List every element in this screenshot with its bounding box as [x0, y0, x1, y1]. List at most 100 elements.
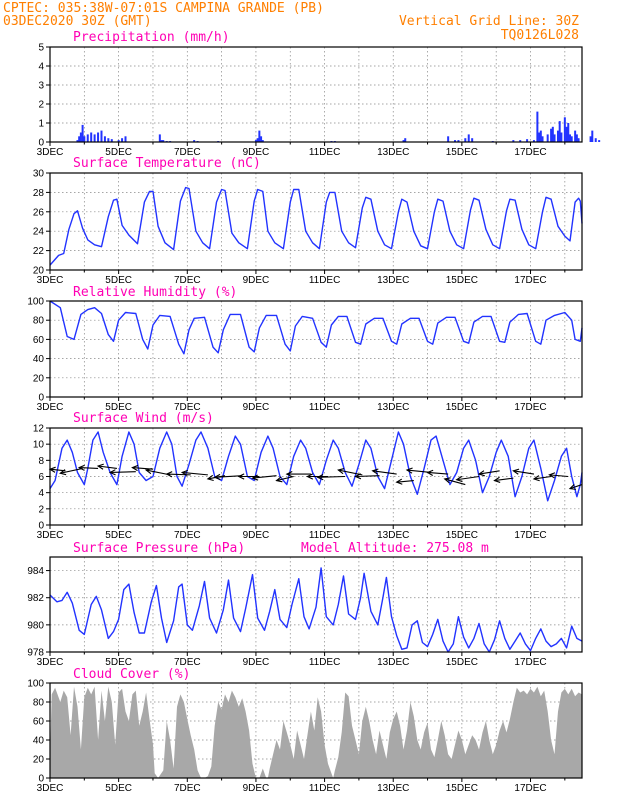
precip-bar — [90, 132, 93, 142]
cloud-x-tick-label: 9DEC — [243, 783, 270, 794]
wind-arrow-head — [493, 476, 501, 483]
wind-arrow-shaft — [182, 471, 208, 476]
rh-y-tick-label: 40 — [33, 354, 45, 365]
wind-x-tick-label: 5DEC — [105, 530, 132, 541]
wind-arrow-head — [316, 474, 324, 481]
wind-arrow-head — [213, 473, 221, 481]
cloud-x-tick-label: 15DEC — [446, 783, 478, 794]
rh-y-tick-label: 60 — [33, 335, 45, 346]
precip-bar — [553, 134, 556, 142]
precip-x-tick-label: 13DEC — [377, 147, 409, 158]
precip-bar — [107, 138, 110, 142]
wind-arrow-head — [405, 467, 413, 474]
surface-pressure-title: Surface Pressure (hPa) — [73, 541, 245, 556]
precip-bar — [536, 111, 539, 142]
precip-bar — [103, 136, 106, 142]
precip-bar — [464, 138, 467, 142]
wind-arrow-shaft — [549, 474, 569, 478]
precip-bar — [471, 138, 474, 142]
model-altitude-annotation: Model Altitude: 275.08 m — [301, 541, 489, 556]
wind-y-tick-label: 6 — [38, 472, 44, 483]
precip-bar — [121, 138, 124, 142]
precip-bar — [256, 138, 259, 142]
precip-y-tick-label: 5 — [38, 43, 44, 54]
precip-y-tick-label: 3 — [38, 81, 44, 92]
wind-arrow-shaft — [406, 469, 432, 474]
precip-bar — [565, 126, 568, 142]
wind-arrow-shaft — [79, 467, 99, 469]
wind-arrow-shaft — [478, 470, 500, 475]
wind-x-tick-label: 11DEC — [309, 530, 341, 541]
wind-x-tick-label: 7DEC — [174, 530, 201, 541]
precip-bar — [261, 140, 264, 142]
precip-bar — [556, 130, 559, 142]
pressure-x-tick-label: 5DEC — [105, 657, 132, 668]
temp-y-tick-label: 20 — [33, 266, 45, 277]
pressure-frame — [49, 556, 583, 653]
wind-arrow-shaft — [97, 465, 117, 469]
precip-bar — [158, 134, 161, 142]
wind-arrow-shaft — [513, 470, 535, 475]
precip-x-tick-label: 5DEC — [105, 147, 132, 158]
wind-x-tick-label: 3DEC — [37, 530, 64, 541]
precip-bar — [550, 128, 553, 142]
cloud-y-tick-label: 60 — [33, 717, 45, 728]
wind-arrow-head — [512, 468, 520, 475]
wind-arrow-shaft — [110, 471, 136, 474]
cloud-x-tick-label: 5DEC — [105, 783, 132, 794]
cloud-y-tick-label: 80 — [33, 698, 45, 709]
precip-frame — [49, 46, 583, 143]
precip-bar — [560, 132, 563, 142]
precip-bar — [97, 132, 100, 142]
precip-bar — [574, 130, 577, 142]
precip-bar — [124, 136, 127, 142]
temp-x-tick-label: 9DEC — [243, 275, 270, 286]
pressure-x-tick-label: 11DEC — [309, 657, 341, 668]
surface-pressure-panel: Surface Pressure (hPa) Model Altitude: 2… — [27, 541, 583, 668]
pressure-x-tick-label: 13DEC — [377, 657, 409, 668]
relative-humidity-panel: Relative Humidity (%) 0 20 40 60 80 100 3DEC 5D… — [27, 285, 583, 413]
precip-bar — [93, 134, 96, 142]
wind-x-tick-label: 15DEC — [446, 530, 478, 541]
wind-arrow-head — [477, 470, 485, 477]
wind-arrow-head — [108, 469, 116, 476]
precipitation-title: Precipitation (mm/h) — [73, 30, 230, 45]
cloud-y-tick-label: 20 — [33, 755, 45, 766]
temp-y-tick-label: 30 — [33, 169, 45, 180]
pressure-series-line — [49, 567, 583, 653]
temp-x-tick-label: 17DEC — [514, 275, 546, 286]
precip-bar — [575, 134, 578, 142]
wind-arrow-head — [237, 473, 245, 480]
wind-arrow-shaft — [569, 484, 583, 490]
header-model-id: TQ0126L028 — [501, 28, 579, 43]
rh-series-line — [49, 300, 583, 355]
precip-bar — [539, 130, 542, 142]
precip-y-tick-label: 2 — [38, 100, 44, 111]
pressure-x-tick-label: 17DEC — [514, 657, 546, 668]
wind-arrow-head — [532, 475, 540, 482]
precip-bar — [78, 136, 81, 142]
precip-y-tick-label: 1 — [38, 119, 44, 130]
wind-arrow-head — [306, 473, 314, 480]
precip-bar — [260, 136, 263, 142]
wind-arrow-shaft — [427, 471, 449, 475]
precip-bar — [567, 123, 570, 142]
rh-frame — [49, 300, 583, 398]
rh-y-tick-label: 0 — [38, 393, 44, 404]
precip-bar — [577, 138, 580, 142]
wind-arrow-head — [180, 469, 188, 477]
precip-bar — [162, 140, 165, 142]
header-station-line: CPTEC: 035:38W-07:01S CAMPINA GRANDE (PB… — [3, 1, 324, 16]
precip-bar — [117, 140, 120, 142]
temp-x-tick-label: 7DEC — [174, 275, 201, 286]
precip-bar — [160, 140, 163, 142]
wind-arrow-shaft — [396, 479, 414, 483]
wind-arrow-head — [77, 464, 85, 471]
precip-bar — [402, 140, 405, 142]
precip-bar — [457, 140, 460, 142]
surface-temperature-panel: Surface Temperature (nC) 20 22 24 26 28 30 3DE… — [33, 156, 583, 286]
precip-bar — [589, 136, 592, 142]
precip-y-tick-label: 4 — [38, 62, 44, 73]
rh-x-tick-label: 9DEC — [243, 402, 270, 413]
